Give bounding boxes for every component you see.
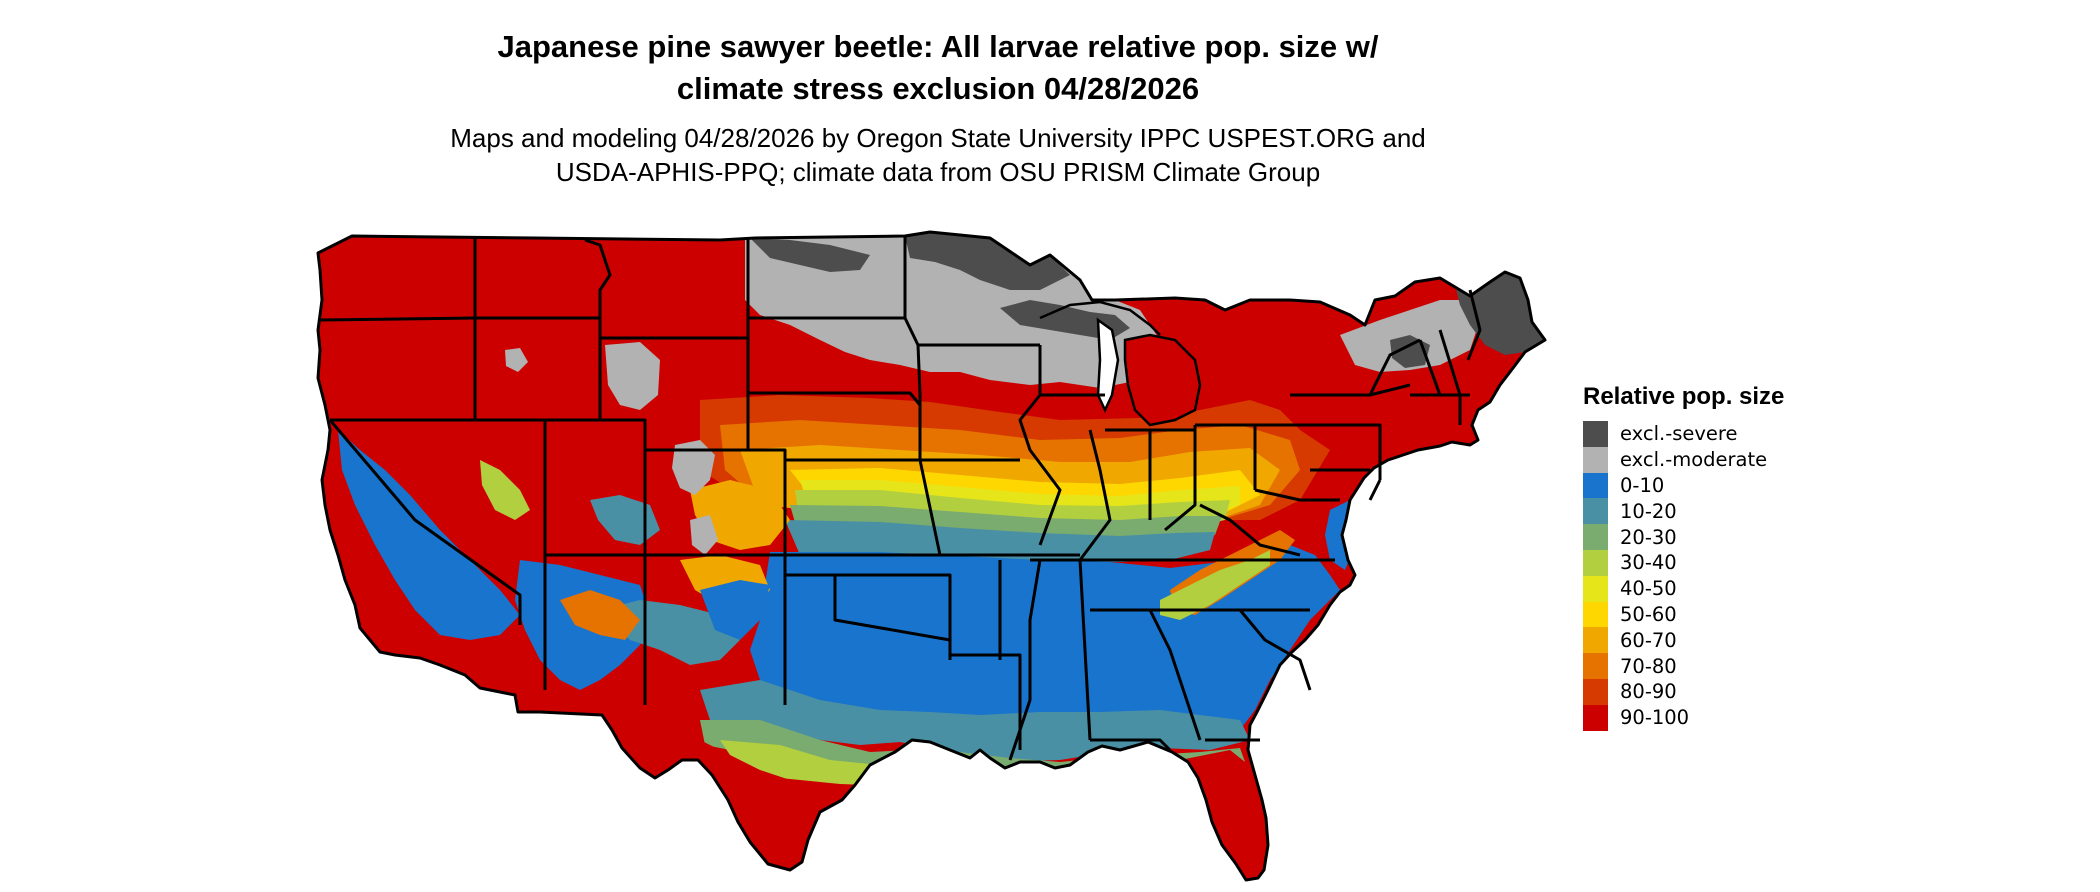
map-title-line-2: climate stress exclusion 04/28/2026 bbox=[676, 71, 1200, 106]
legend: Relative pop. size excl.-severe excl.-mod… bbox=[1583, 383, 1784, 731]
legend-swatch bbox=[1583, 421, 1608, 447]
legend-swatch bbox=[1583, 472, 1608, 499]
legend-swatch bbox=[1583, 446, 1608, 473]
legend-label: 70-80 bbox=[1620, 654, 1677, 678]
legend-label: 0-10 bbox=[1620, 473, 1665, 497]
legend-items: excl.-severe excl.-moderate 0-10 10-20 20-30… bbox=[1583, 421, 1784, 731]
map-subtitle: Maps and modeling 04/28/2026 by Oregon S… bbox=[0, 121, 1876, 189]
legend-item: 50-60 bbox=[1583, 601, 1784, 628]
legend-item: excl.-severe bbox=[1583, 421, 1784, 447]
legend-label: 30-40 bbox=[1620, 551, 1677, 575]
legend-label: excl.-severe bbox=[1620, 422, 1738, 446]
legend-label: 50-60 bbox=[1620, 602, 1677, 626]
legend-item: excl.-moderate bbox=[1583, 446, 1784, 473]
legend-label: 20-30 bbox=[1620, 525, 1677, 549]
legend-swatch bbox=[1583, 627, 1608, 654]
legend-swatch bbox=[1583, 549, 1608, 576]
legend-item: 60-70 bbox=[1583, 627, 1784, 654]
legend-swatch bbox=[1583, 524, 1608, 550]
legend-swatch bbox=[1583, 678, 1608, 705]
legend-swatch bbox=[1583, 498, 1608, 525]
legend-label: excl.-moderate bbox=[1620, 448, 1768, 472]
legend-swatch bbox=[1583, 575, 1608, 602]
legend-label: 40-50 bbox=[1620, 577, 1677, 601]
legend-label: 60-70 bbox=[1620, 628, 1677, 652]
great-lakes-outline bbox=[1039, 300, 1202, 427]
legend-item: 70-80 bbox=[1583, 653, 1784, 679]
legend-label: 90-100 bbox=[1620, 706, 1690, 730]
legend-title: Relative pop. size bbox=[1583, 383, 1785, 410]
legend-label: 80-90 bbox=[1620, 680, 1677, 704]
legend-item: 30-40 bbox=[1583, 549, 1784, 576]
legend-item: 0-10 bbox=[1583, 472, 1784, 499]
legend-item: 20-30 bbox=[1583, 524, 1784, 550]
us-map bbox=[316, 230, 1547, 882]
map-subtitle-line-1: Maps and modeling 04/28/2026 by Oregon S… bbox=[450, 123, 1426, 153]
legend-item: 80-90 bbox=[1583, 678, 1784, 705]
legend-label: 10-20 bbox=[1620, 499, 1677, 523]
legend-item: 10-20 bbox=[1583, 498, 1784, 525]
population-raster bbox=[318, 232, 1545, 880]
legend-swatch bbox=[1583, 704, 1608, 731]
map-title-line-1: Japanese pine sawyer beetle: All larvae … bbox=[497, 29, 1379, 64]
legend-item: 90-100 bbox=[1583, 704, 1784, 731]
lake-michigan bbox=[1096, 317, 1120, 413]
legend-swatch bbox=[1583, 653, 1608, 679]
map-title: Japanese pine sawyer beetle: All larvae … bbox=[0, 26, 1876, 110]
state-boundaries bbox=[316, 230, 1547, 882]
legend-swatch bbox=[1583, 601, 1608, 628]
legend-item: 40-50 bbox=[1583, 575, 1784, 602]
map-subtitle-line-2: USDA-APHIS-PPQ; climate data from OSU PR… bbox=[555, 157, 1321, 187]
